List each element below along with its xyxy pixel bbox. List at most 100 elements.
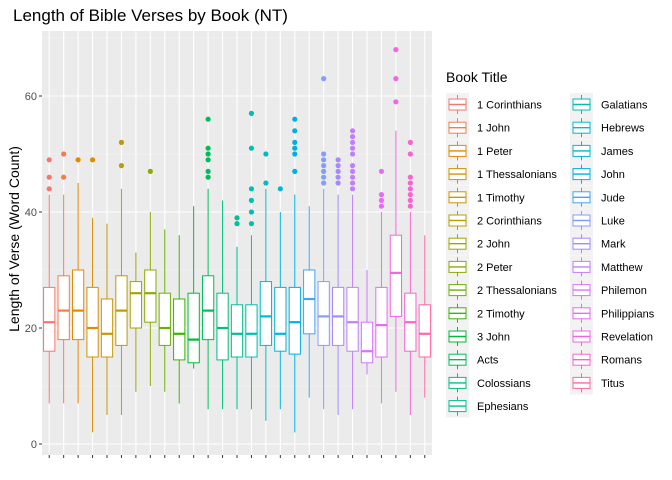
legend-key <box>570 255 593 279</box>
box-1-timothy <box>100 223 114 415</box>
box-romans <box>404 139 417 415</box>
outlier-point <box>277 186 283 192</box>
outlier-point <box>393 76 399 82</box>
box-1-corinthians <box>43 157 56 404</box>
outlier-point <box>248 197 255 203</box>
box-iqr <box>259 281 273 346</box>
legend-key <box>570 162 593 186</box>
outlier-point <box>248 186 255 192</box>
outlier-point <box>263 151 269 157</box>
legend-label: Ephesians <box>477 401 529 413</box>
outlier-point <box>205 116 211 122</box>
legend-label: 2 Timothy <box>477 308 525 320</box>
outlier-point <box>89 157 96 163</box>
box-2-peter <box>144 168 157 386</box>
outlier-point <box>205 168 211 174</box>
box-colossians <box>216 200 229 410</box>
outlier-point <box>205 157 211 163</box>
box-iqr <box>43 286 56 352</box>
box-iqr <box>187 292 200 364</box>
outlier-point <box>407 186 413 192</box>
box-mark <box>331 157 345 415</box>
outlier-point <box>321 168 327 174</box>
box-iqr <box>86 286 99 358</box>
y-tick-label: 0 <box>31 439 37 451</box>
box-iqr <box>71 269 85 341</box>
box-3-john <box>187 206 200 369</box>
outlier-point <box>118 139 125 145</box>
legend: Book Title 1 Corinthians 1 John 1 Peter 1 T… <box>446 69 655 418</box>
box-philemon <box>360 270 374 375</box>
box-iqr <box>245 304 258 358</box>
box-iqr <box>100 298 114 358</box>
legend-key <box>446 162 469 186</box>
outlier-point <box>321 174 327 180</box>
box-iqr <box>346 286 359 352</box>
outlier-point <box>321 76 327 82</box>
outlier-point <box>205 174 211 180</box>
legend-key <box>446 394 469 418</box>
legend-label: 2 Thessalonians <box>477 285 557 297</box>
legend-label: Philemon <box>601 285 647 297</box>
legend-key <box>570 93 593 116</box>
outlier-point <box>234 221 240 227</box>
outlier-point <box>234 215 240 221</box>
outlier-point <box>321 180 327 186</box>
outlier-point <box>349 139 356 145</box>
legend-key <box>446 348 469 372</box>
box-2-john <box>129 252 143 392</box>
outlier-point <box>335 180 341 186</box>
outlier-point <box>248 209 255 215</box>
box-titus <box>418 235 431 398</box>
outlier-point <box>335 174 341 180</box>
box-2-corinthians <box>115 139 128 415</box>
outlier-point <box>378 168 385 174</box>
outlier-point <box>75 157 81 163</box>
outlier-point <box>349 163 356 169</box>
outlier-point <box>248 110 255 116</box>
outlier-point <box>407 139 413 145</box>
box-iqr <box>418 304 431 358</box>
y-tick-label: 40 <box>25 207 37 219</box>
legend-key <box>446 255 469 279</box>
legend-label: 1 Timothy <box>477 192 525 204</box>
outlier-point <box>292 151 298 157</box>
legend-label: Mark <box>601 239 626 251</box>
outlier-point <box>335 168 341 174</box>
legend-key <box>570 232 593 256</box>
box-iqr <box>288 286 301 355</box>
outlier-point <box>292 116 298 122</box>
outlier-point <box>349 145 356 151</box>
legend-label: Matthew <box>601 262 643 274</box>
box-revelation <box>389 47 403 392</box>
outlier-point <box>349 186 356 192</box>
outlier-point <box>349 168 356 174</box>
outlier-point <box>263 180 269 186</box>
legend-key <box>446 209 469 232</box>
legend-key <box>570 278 593 302</box>
outlier-point <box>248 221 255 227</box>
legend-label: 2 Corinthians <box>477 216 542 228</box>
box-jude <box>303 206 316 398</box>
y-tick-label: 60 <box>25 91 37 103</box>
legend-key <box>446 93 469 116</box>
outlier-point <box>61 174 67 180</box>
legend-key <box>570 325 593 348</box>
outlier-point <box>321 163 327 169</box>
legend-label: 2 Peter <box>477 262 513 274</box>
outlier-point <box>321 151 327 157</box>
outlier-point <box>393 99 399 105</box>
legend-label: Revelation <box>601 332 653 344</box>
outlier-point <box>349 180 356 186</box>
box-philippians <box>375 168 388 404</box>
outlier-point <box>407 192 413 198</box>
outlier-point <box>292 145 298 151</box>
outlier-point <box>321 157 327 163</box>
box-matthew <box>346 128 359 410</box>
legend-label: Acts <box>477 355 499 367</box>
box-luke <box>317 76 330 410</box>
outlier-point <box>147 168 153 174</box>
box-iqr <box>360 321 374 364</box>
box-iqr <box>201 275 215 341</box>
